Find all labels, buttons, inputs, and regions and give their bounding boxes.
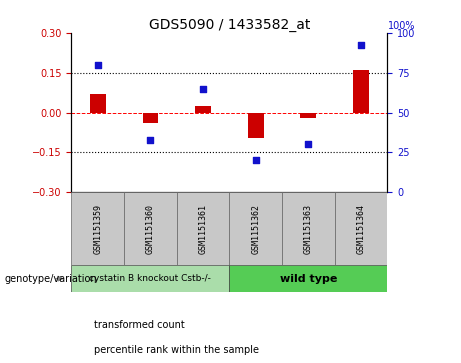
Text: GSM1151361: GSM1151361 [199,204,207,254]
Point [147,137,154,143]
Bar [195,106,211,113]
Text: GSM1151360: GSM1151360 [146,204,155,254]
Bar [177,192,229,265]
Text: GSM1151362: GSM1151362 [251,204,260,254]
Bar [124,192,177,265]
Text: GSM1151363: GSM1151363 [304,204,313,254]
Text: transformed count: transformed count [94,320,184,330]
Bar [142,113,158,123]
Bar [71,265,229,292]
Text: GSM1151364: GSM1151364 [356,204,366,254]
Point [357,42,365,48]
Title: GDS5090 / 1433582_at: GDS5090 / 1433582_at [148,18,310,32]
Bar [335,192,387,265]
Bar [90,94,106,113]
Bar [353,70,369,113]
Text: genotype/variation: genotype/variation [5,274,97,284]
Text: cystatin B knockout Cstb-/-: cystatin B knockout Cstb-/- [89,274,211,283]
Bar [248,113,264,138]
Text: GSM1151359: GSM1151359 [93,204,102,254]
Point [199,86,207,91]
Bar [229,265,387,292]
Bar [282,192,335,265]
Point [252,158,260,163]
Bar [301,113,316,118]
Bar [71,192,124,265]
Text: wild type: wild type [280,274,337,284]
Point [305,142,312,147]
Text: percentile rank within the sample: percentile rank within the sample [94,345,259,355]
Point [94,62,101,68]
Bar [229,192,282,265]
Text: 100%: 100% [388,21,416,31]
